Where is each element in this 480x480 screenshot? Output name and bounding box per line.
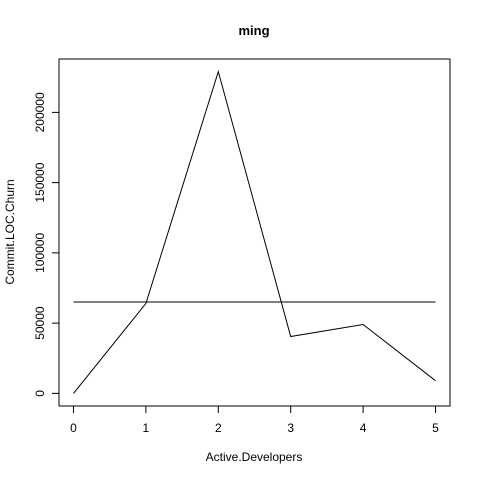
y-tick-label-0: 0 [33, 390, 47, 397]
x-tick-label-0: 0 [70, 421, 77, 435]
y-tick-label-3: 150000 [33, 162, 47, 202]
x-tick-label-3: 3 [287, 421, 294, 435]
x-tick-label-2: 2 [215, 421, 222, 435]
series-line-0 [73, 69, 436, 394]
series-group [73, 69, 436, 394]
chart-title: ming [238, 23, 269, 38]
y-axis: 0 50000 100000 150000 200000 [33, 92, 59, 397]
x-tick-label-5: 5 [432, 421, 439, 435]
x-tick-label-1: 1 [143, 421, 150, 435]
plot-frame [58, 58, 451, 407]
y-tick-label-2: 100000 [33, 233, 47, 273]
x-axis: 0 1 2 3 4 5 [70, 406, 439, 435]
x-axis-label: Active.Developers [206, 450, 303, 464]
x-tick-label-4: 4 [360, 421, 367, 435]
y-tick-label-1: 50000 [33, 306, 47, 340]
y-tick-label-4: 200000 [33, 92, 47, 132]
y-axis-label: Commit.LOC.Churn [3, 179, 17, 284]
